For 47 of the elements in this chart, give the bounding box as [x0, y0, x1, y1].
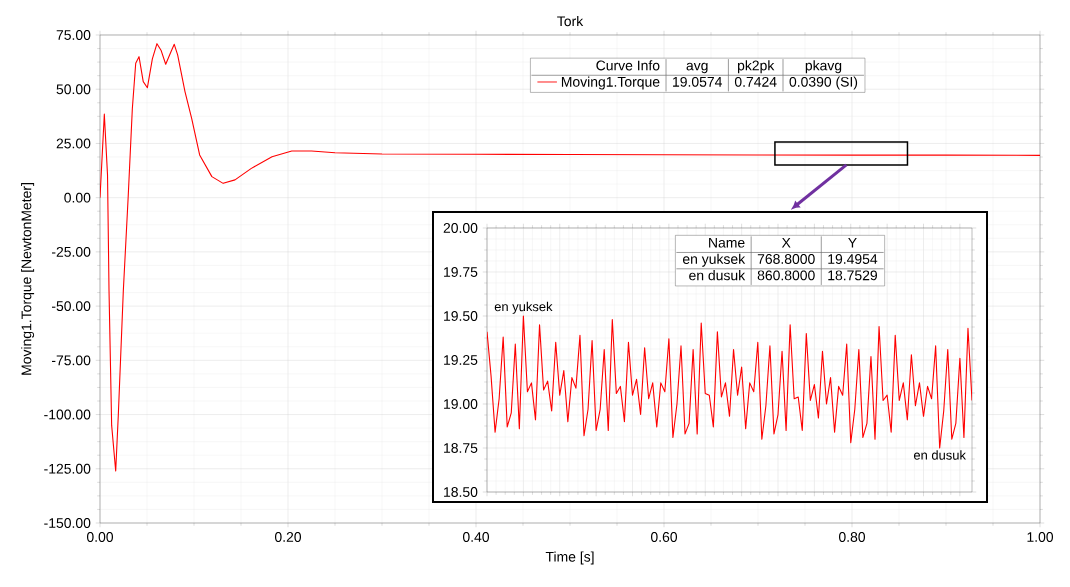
y-tick-label: 19.75 [444, 267, 478, 277]
annotation: 19.4954 [828, 254, 878, 264]
legend-label: Moving1.Torque [561, 76, 660, 90]
y-tick-label: -75.00 [51, 355, 91, 366]
annotation: avg [686, 62, 708, 74]
y-tick-label: 20.00 [443, 223, 478, 233]
y-tick-label: -150.00 [44, 518, 91, 528]
line-series [100, 43, 1041, 472]
x-tick-label: 0.20 [274, 532, 302, 542]
y-tick-label: -25.00 [51, 246, 91, 257]
x-tick-label: 0.40 [462, 532, 490, 542]
annotation: Curve Info [596, 60, 660, 71]
y-axis-title: Moving1.Torque [NewtonMeter] [21, 183, 35, 375]
y-tick-label: 25.00 [56, 138, 91, 149]
annotation: Name [709, 237, 745, 248]
y-tick-label: 19.00 [444, 399, 478, 409]
annotation: 0.7424 [734, 76, 777, 87]
y-tick-label: 0.00 [64, 192, 91, 203]
annotation: pk2pk [737, 60, 775, 74]
annotation: en yuksek [682, 253, 746, 267]
y-tick-label: -50.00 [51, 301, 91, 312]
x-axis-title: Time [s] [545, 551, 594, 565]
annotation: en yuksek [494, 301, 553, 314]
y-tick-label: -125.00 [44, 463, 91, 474]
x-tick-label: 1.00 [1027, 532, 1054, 542]
annotation: 860.8000 [757, 270, 815, 281]
annotation: 0.0390 (SI) [789, 76, 858, 90]
y-tick-label: 19.25 [444, 355, 478, 365]
annotation: 768.8000 [757, 254, 815, 264]
x-tick-label: 0.80 [838, 532, 866, 542]
y-tick-label: 18.50 [444, 487, 478, 497]
x-tick-label: 0.00 [86, 532, 114, 542]
y-tick-label: 19.50 [444, 311, 478, 321]
annotation: Y [848, 237, 857, 248]
y-tick-label: 18.75 [444, 443, 478, 453]
x-tick-label: 0.60 [650, 532, 678, 542]
annotation: en dusuk [913, 450, 966, 460]
annotation: 18.7529 [828, 270, 877, 281]
annotation: 19.0574 [673, 76, 722, 87]
line-series [487, 315, 973, 449]
y-tick-label: -100.00 [44, 409, 91, 420]
annotation: X [781, 237, 791, 248]
annotation: en dusuk [689, 270, 746, 281]
chart-title: Tork [557, 15, 584, 27]
y-tick-label: 75.00 [56, 30, 91, 40]
y-tick-label: 50.00 [56, 84, 91, 95]
annotation: pkavg [805, 60, 842, 74]
